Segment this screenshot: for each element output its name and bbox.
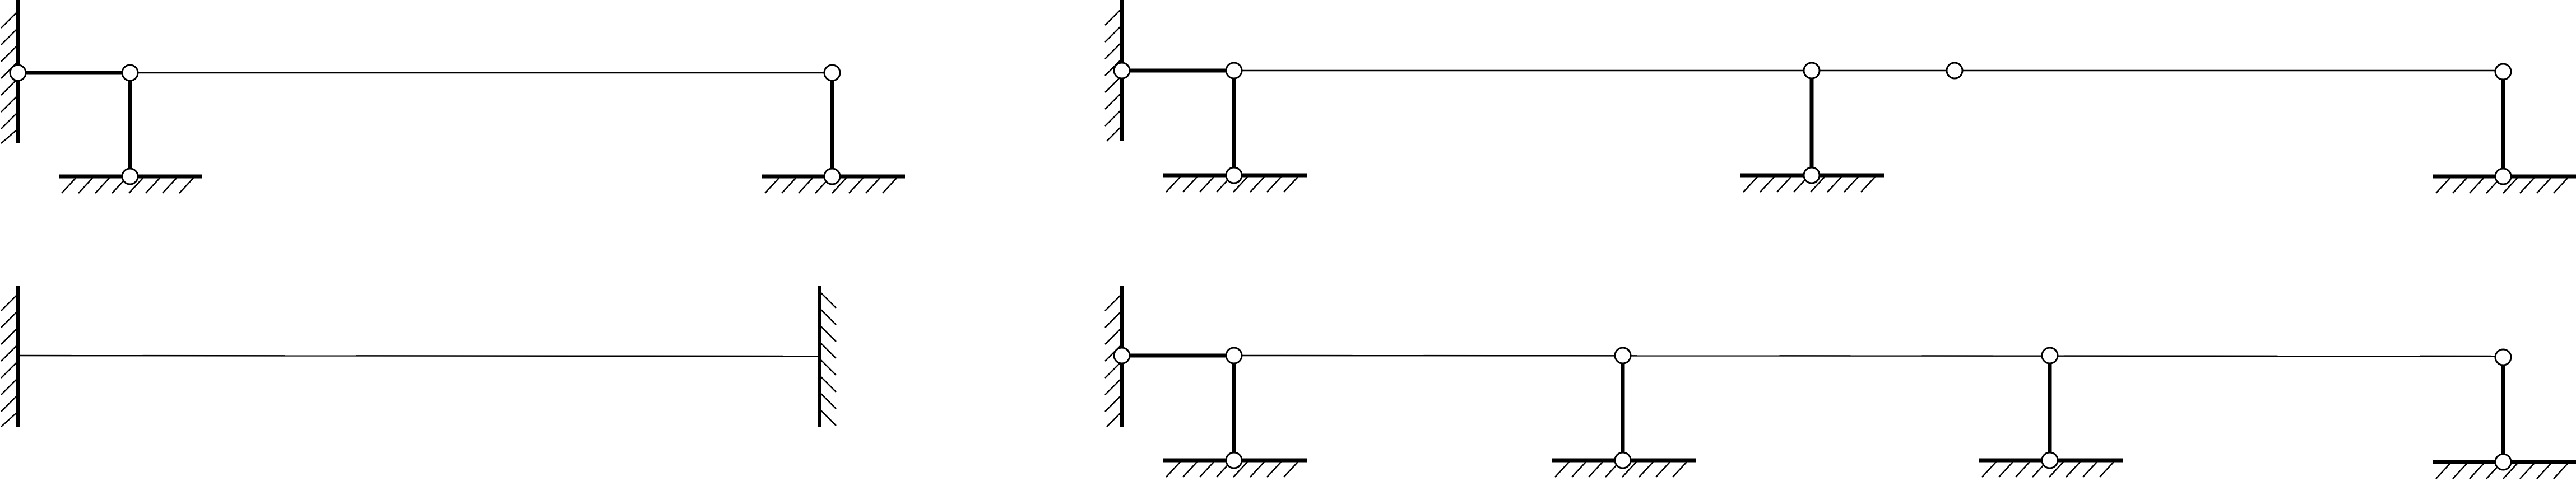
hinge bbox=[823, 64, 841, 82]
hinge bbox=[1113, 62, 1131, 80]
hinge bbox=[1225, 347, 1243, 365]
ground-hatching-left bbox=[61, 178, 194, 194]
hinge bbox=[823, 167, 841, 185]
frame-top-left bbox=[1, 0, 905, 194]
hinge bbox=[2041, 347, 2059, 365]
hinge bbox=[2494, 167, 2512, 185]
hinge bbox=[2494, 63, 2512, 81]
hinge bbox=[2494, 348, 2512, 366]
frame-bottom-right bbox=[1104, 286, 2576, 479]
hinge bbox=[1946, 62, 1964, 80]
hinge bbox=[1803, 62, 1821, 80]
hinge bbox=[1225, 166, 1243, 184]
frame-top-right bbox=[1104, 0, 2576, 194]
wall-hatching-right bbox=[819, 291, 837, 426]
ground-hatching bbox=[2435, 178, 2568, 194]
ground-hatching bbox=[1166, 176, 1298, 193]
wall-hatching bbox=[1, 11, 18, 144]
wall-hatching bbox=[1104, 8, 1122, 142]
hinge bbox=[121, 64, 139, 82]
hinge bbox=[9, 64, 27, 82]
wall-hatching bbox=[1104, 293, 1122, 427]
hinge bbox=[2041, 451, 2059, 469]
hinge bbox=[1614, 347, 1632, 365]
hinge bbox=[1614, 451, 1632, 469]
wall-hatching-left bbox=[1, 293, 18, 427]
fixed-fixed-beam-bottom-left bbox=[1, 286, 837, 427]
hinge bbox=[1803, 166, 1821, 184]
hinge bbox=[1225, 62, 1243, 80]
hinge bbox=[1225, 451, 1243, 469]
hinge bbox=[1113, 347, 1131, 365]
hinge bbox=[2494, 453, 2512, 471]
hinge bbox=[121, 167, 139, 185]
ground-hatching bbox=[1981, 461, 2114, 478]
ground-hatching bbox=[1554, 461, 1687, 478]
